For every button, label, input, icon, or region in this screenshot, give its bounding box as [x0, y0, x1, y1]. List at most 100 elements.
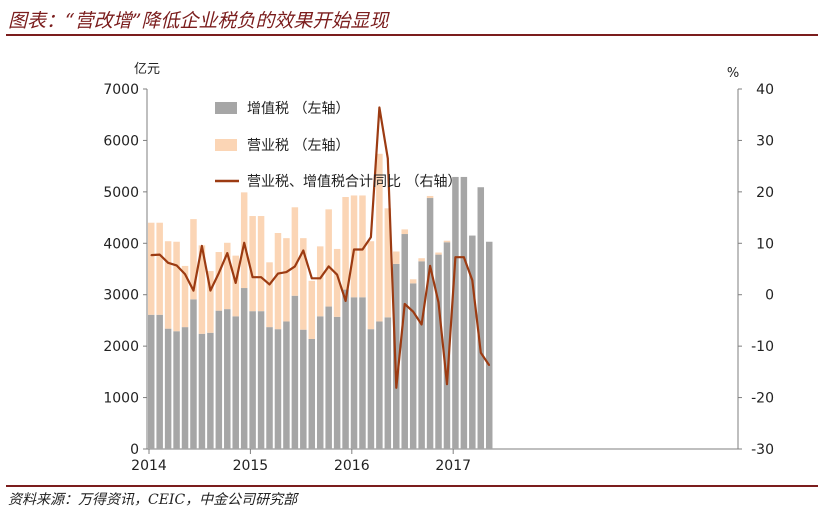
yoy-point [251, 276, 254, 279]
vat-bar [393, 263, 400, 449]
business-tax-bar [350, 195, 358, 298]
business-tax-bar [316, 246, 324, 317]
right-tick-label: 0 [765, 288, 774, 304]
vat-bar [426, 198, 434, 449]
yoy-point [302, 249, 305, 252]
x-tick-label: 2016 [334, 458, 370, 474]
right-tick-label: -10 [751, 339, 774, 355]
vat-bar [291, 295, 299, 449]
right-tick-label: 30 [756, 133, 774, 149]
business-tax-bar [224, 242, 231, 310]
vat-bar [401, 234, 408, 449]
business-tax-bar [198, 245, 206, 334]
yoy-point [285, 271, 288, 273]
yoy-point [294, 265, 296, 268]
yoy-point [184, 273, 186, 275]
left-tick-label: 3000 [103, 288, 139, 304]
left-tick-label: 0 [130, 442, 139, 458]
left-axis-unit: 亿元 [134, 62, 160, 77]
vat-bar [460, 176, 468, 449]
business-tax-bar [147, 222, 155, 315]
vat-bar [257, 311, 265, 449]
business-tax-bar [232, 255, 239, 317]
bar-series [147, 153, 493, 449]
business-tax-bar [418, 258, 425, 262]
left-tick-label: 6000 [103, 133, 139, 149]
business-tax-bar [274, 233, 282, 330]
business-tax-bar [266, 262, 273, 328]
yoy-point [150, 254, 153, 256]
vat-bar [350, 297, 358, 449]
vat-bar [435, 254, 442, 449]
business-tax-bar [181, 265, 189, 328]
yoy-point [429, 265, 431, 267]
left-tick-label: 7000 [103, 82, 139, 98]
business-tax-bar [215, 252, 223, 311]
yoy-point [218, 272, 220, 274]
yoy-point [412, 310, 414, 313]
vat-bar [485, 241, 493, 449]
yoy-point [327, 265, 330, 268]
yoy-point [463, 256, 465, 258]
vat-bar [367, 329, 375, 449]
business-tax-bar [207, 271, 214, 333]
legend-swatch-business-tax [215, 139, 237, 151]
business-tax-bar [300, 238, 307, 330]
business-tax-bar [257, 216, 265, 312]
vat-bar [469, 235, 476, 449]
yoy-point [167, 262, 169, 264]
yoy-point [277, 272, 279, 275]
left-tick-label: 2000 [103, 339, 139, 355]
left-tick-label: 5000 [103, 185, 139, 201]
yoy-point [395, 387, 398, 389]
source-rule [6, 485, 818, 487]
business-tax-bar [173, 241, 180, 332]
legend-label-business-tax: 营业税 （左轴） [247, 138, 349, 154]
vat-bar [240, 288, 248, 449]
business-tax-bar [426, 195, 434, 199]
chart-title: 图表：“营改增”降低企业税负的效果开始显现 [8, 10, 389, 32]
business-tax-bar [401, 229, 408, 235]
business-tax-bar [164, 241, 172, 329]
combo-chart: 亿元 % 0 1000 2000 3000 4000 5000 6000 7000 -30 -20 -1… [103, 62, 774, 474]
business-tax-bar [376, 153, 383, 322]
vat-bar [308, 338, 316, 449]
vat-bar [207, 332, 214, 449]
left-tick-label: 1000 [103, 391, 139, 407]
yoy-point [378, 106, 381, 109]
vat-bar [376, 321, 383, 449]
vat-bar [316, 316, 324, 449]
x-tick-label: 2015 [233, 458, 269, 474]
yoy-point [260, 276, 262, 279]
business-tax-bar [359, 195, 366, 298]
yoy-point [268, 283, 271, 286]
yoy-point [446, 383, 448, 386]
yoy-point [353, 248, 355, 251]
yoy-point [192, 289, 195, 292]
business-tax-bar [409, 279, 417, 284]
right-tick-label: 40 [756, 82, 774, 98]
vat-bar [325, 306, 332, 449]
legend-label-yoy: 营业税、增值税合计同比 （右轴） [247, 174, 461, 190]
yoy-point [370, 236, 372, 238]
business-tax-bar [333, 248, 341, 317]
vat-bar [147, 314, 155, 449]
yoy-point [175, 264, 178, 267]
legend: 增值税 （左轴） 营业税 （左轴） 营业税、增值税合计同比 （右轴） [215, 101, 461, 190]
vat-bar [173, 331, 180, 449]
yoy-point [344, 300, 347, 302]
yoy-point [387, 157, 389, 160]
business-tax-bar [283, 238, 290, 322]
business-tax-bar [393, 251, 400, 264]
vat-bar [300, 329, 307, 449]
yoy-point [437, 301, 440, 304]
x-tick-label: 2017 [435, 458, 471, 474]
yoy-point [158, 253, 161, 256]
right-tick-label: 20 [756, 185, 774, 201]
business-tax-bar [443, 240, 451, 243]
yoy-point [243, 241, 245, 244]
business-tax-bar [308, 280, 316, 339]
yoy-point [226, 252, 229, 254]
axes: 亿元 % 0 1000 2000 3000 4000 5000 6000 7000 -30 -20 -1… [103, 62, 774, 474]
title-rule [6, 34, 818, 36]
